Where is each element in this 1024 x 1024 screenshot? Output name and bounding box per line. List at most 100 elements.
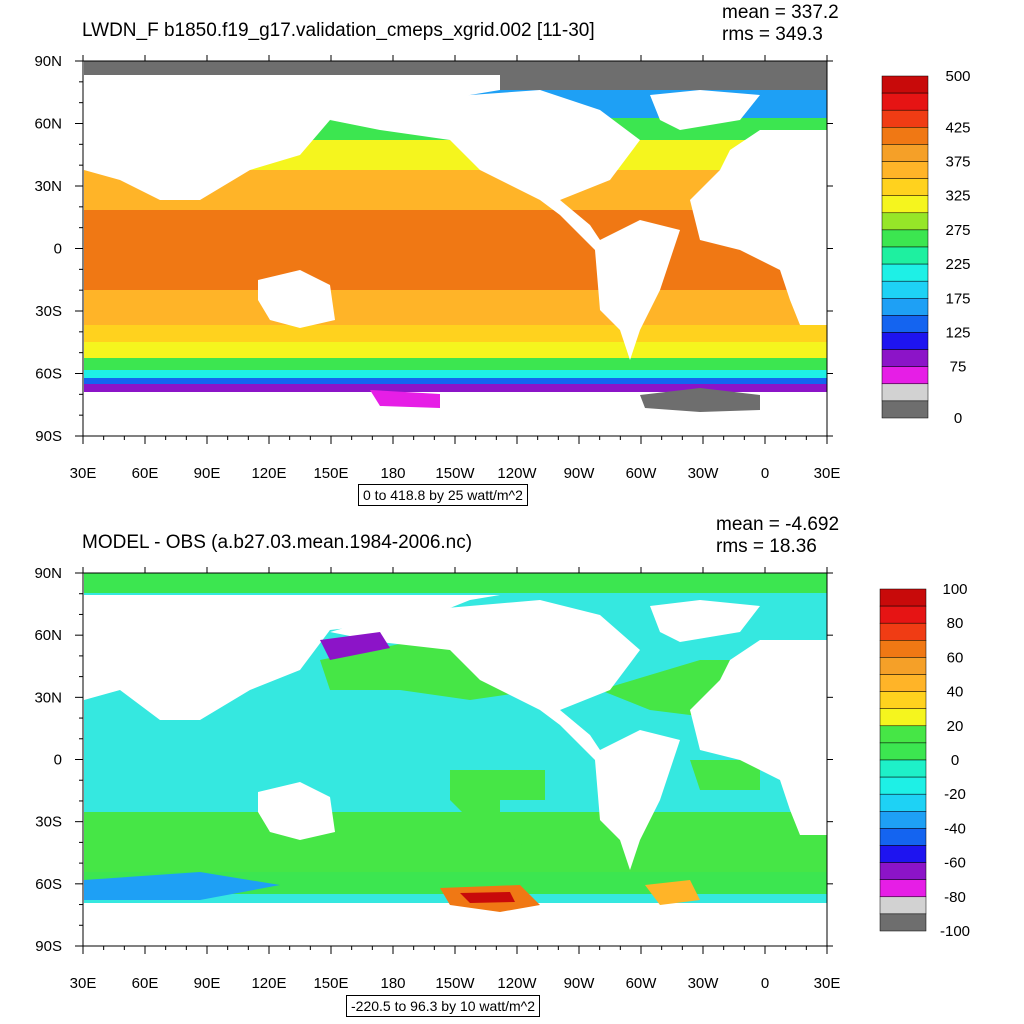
colorbar-label: 20 xyxy=(947,718,964,735)
y-tick-label: 90S xyxy=(35,428,62,445)
colorbar-swatch xyxy=(879,776,927,795)
p1-land-americas-n xyxy=(330,90,680,360)
x-tick-label: 90E xyxy=(194,975,221,992)
colorbar-swatch xyxy=(879,708,927,727)
colorbar-label: 0 xyxy=(954,410,962,427)
colorbar-swatch xyxy=(879,828,927,846)
colorbar-swatch xyxy=(881,400,929,419)
y-tick-label: 30N xyxy=(34,178,62,195)
x-tick-label: 60E xyxy=(132,975,159,992)
colorbar-label: 80 xyxy=(947,615,964,632)
x-tick-label: 90W xyxy=(564,975,596,992)
colorbar-swatch xyxy=(881,195,929,214)
y-tick-label: 0 xyxy=(54,241,62,258)
p2-land-greenland xyxy=(650,600,760,642)
panel1-mean: mean = 337.2 xyxy=(722,2,839,23)
y-tick-label: 30N xyxy=(34,689,62,706)
colorbar-label: 0 xyxy=(951,752,959,769)
y-tick-label: 60N xyxy=(34,627,62,644)
x-tick-label: 150W xyxy=(435,465,475,482)
colorbar-swatch xyxy=(879,622,927,641)
colorbar-label: -80 xyxy=(944,889,966,906)
colorbar-swatch xyxy=(881,161,929,179)
colorbar-label: 275 xyxy=(945,222,970,239)
colorbar-label: 375 xyxy=(945,154,970,171)
p1-band-s60 xyxy=(84,370,827,380)
colorbar-swatch xyxy=(879,845,927,863)
panel1-y-labels: 90N 60N 30N 0 30S 60S 90S xyxy=(34,53,62,445)
panel1-rms: rms = 349.3 xyxy=(722,24,823,45)
p1-band-s70 xyxy=(84,392,827,436)
colorbar-swatch xyxy=(881,109,929,128)
y-tick-label: 90S xyxy=(35,938,62,955)
panel1-frame xyxy=(82,60,828,437)
colorbar-label: 325 xyxy=(945,188,970,205)
colorbar-swatch xyxy=(879,640,927,658)
p2-land-eurasia xyxy=(84,595,500,720)
colorbar-swatch xyxy=(879,691,927,709)
x-tick-label: 60W xyxy=(626,975,658,992)
panel1-colorbar: 500 425 375 325 275 225 175 125 75 0 xyxy=(881,68,971,427)
colorbar-label: -40 xyxy=(944,820,966,837)
p1-purple-weddell xyxy=(370,390,440,408)
panel1-x-labels: 30E 60E 90E 120E 150E 180 150W 120W 90W 60W 30W 0 30… xyxy=(70,465,841,482)
panel2-colorbar: 100 80 60 40 20 0 -20 -40 -60 -80 -100 xyxy=(879,581,970,940)
colorbar-swatch xyxy=(881,366,929,385)
p2-land-americas xyxy=(330,600,680,870)
panel2-title: MODEL - OBS (a.b27.03.mean.1984-2006.nc) xyxy=(82,532,473,553)
colorbar-swatch xyxy=(879,793,927,812)
p2-green-npac xyxy=(320,640,540,700)
p1-band-n70 xyxy=(84,90,827,120)
p1-land-eurasia xyxy=(84,75,500,200)
colorbar-swatch xyxy=(881,332,929,350)
colorbar-swatch xyxy=(881,229,929,248)
p1-band-s40 xyxy=(84,325,827,347)
panel2-ticks xyxy=(75,567,833,954)
colorbar-label: 75 xyxy=(950,359,967,376)
colorbar-swatch xyxy=(881,315,929,333)
p1-band-s63 xyxy=(84,378,827,386)
colorbar-swatch xyxy=(879,605,927,624)
colorbar-label: 125 xyxy=(945,325,970,342)
p2-band-arctic xyxy=(84,573,827,593)
colorbar-swatch xyxy=(879,759,927,778)
colorbar-swatch xyxy=(881,144,929,162)
colorbar-label: -20 xyxy=(944,786,966,803)
panel2-x-labels: 30E 60E 90E 120E 150E 180 150W 120W 90W 60W 30W 0 30… xyxy=(70,975,841,992)
p1-band-s66 xyxy=(84,384,827,394)
p2-green-natl xyxy=(600,660,790,720)
x-tick-label: 30E xyxy=(814,465,841,482)
panel2-range-note: -220.5 to 96.3 by 10 watt/m^2 xyxy=(346,995,541,1017)
colorbar-swatch xyxy=(881,212,929,231)
x-tick-label: 150E xyxy=(313,465,348,482)
x-tick-label: 60W xyxy=(626,465,658,482)
x-tick-label: 30E xyxy=(70,465,97,482)
p2-land-australia xyxy=(258,782,335,840)
y-tick-label: 60S xyxy=(35,876,62,893)
p1-band-s55 xyxy=(84,358,827,372)
x-tick-label: 120W xyxy=(497,465,537,482)
colorbar-swatch xyxy=(879,657,927,675)
x-tick-label: 120E xyxy=(251,975,286,992)
colorbar-swatch xyxy=(879,725,927,744)
x-tick-label: 0 xyxy=(761,975,769,992)
colorbar-swatch xyxy=(881,263,929,282)
colorbar-swatch xyxy=(879,742,927,761)
colorbar-swatch xyxy=(881,280,929,299)
panel1-title: LWDN_F b1850.f19_g17.validation_cmeps_xg… xyxy=(82,20,595,41)
x-tick-label: 150E xyxy=(313,975,348,992)
x-tick-label: 30W xyxy=(688,465,720,482)
panel2-mean: mean = -4.692 xyxy=(716,514,840,535)
colorbar-swatch xyxy=(879,811,927,829)
y-tick-label: 60S xyxy=(35,366,62,383)
y-tick-label: 90N xyxy=(34,565,62,582)
y-tick-label: 0 xyxy=(54,752,62,769)
p1-land-africa xyxy=(690,130,827,325)
p1-band-s30 xyxy=(84,290,827,330)
p1-land-australia xyxy=(258,270,335,328)
colorbar-swatch xyxy=(881,349,929,367)
p1-band-s50 xyxy=(84,342,827,362)
p2-band-south xyxy=(84,812,827,874)
colorbar-swatch xyxy=(879,879,927,898)
